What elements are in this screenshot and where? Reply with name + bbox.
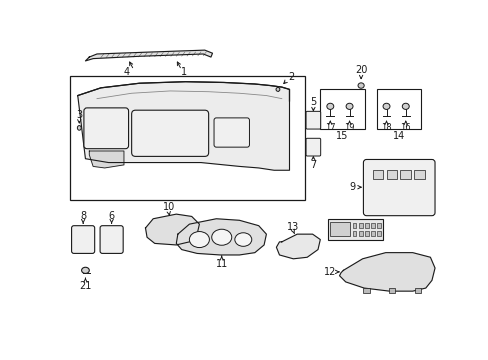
Text: 21: 21 (79, 281, 91, 291)
Ellipse shape (275, 87, 279, 91)
Bar (377, 231, 380, 237)
Bar (352, 231, 356, 237)
Ellipse shape (77, 126, 81, 130)
Polygon shape (78, 82, 289, 170)
Text: 6: 6 (108, 211, 115, 221)
Ellipse shape (402, 103, 408, 109)
Bar (400, 170, 410, 180)
Polygon shape (89, 151, 123, 168)
Bar (329, 222, 349, 236)
Text: 9: 9 (349, 182, 355, 192)
Bar (320, 89, 364, 130)
Bar (414, 288, 420, 293)
Text: 7: 7 (309, 160, 316, 170)
Text: 15: 15 (336, 131, 348, 141)
Ellipse shape (211, 229, 231, 245)
Text: 13: 13 (286, 222, 299, 232)
FancyBboxPatch shape (131, 110, 208, 156)
Ellipse shape (189, 231, 209, 248)
Bar (358, 222, 362, 228)
FancyBboxPatch shape (71, 226, 95, 253)
Text: 5: 5 (309, 98, 316, 108)
Polygon shape (85, 50, 212, 61)
Text: 20: 20 (354, 65, 366, 75)
FancyBboxPatch shape (363, 159, 434, 216)
Bar (370, 222, 374, 228)
Text: 8: 8 (80, 211, 86, 221)
Polygon shape (145, 214, 199, 245)
Bar (386, 170, 396, 180)
Bar (364, 222, 368, 228)
FancyBboxPatch shape (100, 226, 123, 253)
Text: 11: 11 (215, 259, 227, 269)
Bar (352, 222, 356, 228)
Text: 16: 16 (400, 123, 410, 132)
FancyBboxPatch shape (305, 138, 320, 156)
Bar (388, 288, 394, 293)
Text: 19: 19 (344, 123, 354, 132)
Ellipse shape (357, 83, 364, 88)
FancyBboxPatch shape (305, 111, 320, 129)
Bar (363, 288, 369, 293)
Polygon shape (339, 253, 434, 291)
Bar (327, 219, 383, 240)
Polygon shape (176, 219, 266, 255)
Ellipse shape (234, 233, 251, 246)
Text: 18: 18 (381, 123, 391, 132)
Text: 3: 3 (76, 110, 82, 120)
Text: 10: 10 (162, 202, 174, 212)
Bar (70, 76, 305, 199)
Bar (376, 89, 420, 130)
Bar (413, 170, 424, 180)
Bar (377, 222, 380, 228)
Text: 2: 2 (288, 72, 294, 82)
FancyBboxPatch shape (84, 108, 128, 149)
Bar (372, 170, 383, 180)
Text: 17: 17 (325, 123, 335, 132)
Bar (370, 231, 374, 237)
Text: 12: 12 (324, 267, 336, 277)
Text: 14: 14 (392, 131, 404, 141)
Bar (364, 231, 368, 237)
Polygon shape (276, 234, 320, 259)
Bar (358, 231, 362, 237)
Text: 1: 1 (181, 67, 187, 77)
Ellipse shape (382, 103, 389, 109)
FancyBboxPatch shape (214, 118, 249, 147)
Ellipse shape (326, 103, 333, 109)
Ellipse shape (81, 267, 89, 274)
Text: 4: 4 (123, 67, 129, 77)
Ellipse shape (346, 103, 352, 109)
